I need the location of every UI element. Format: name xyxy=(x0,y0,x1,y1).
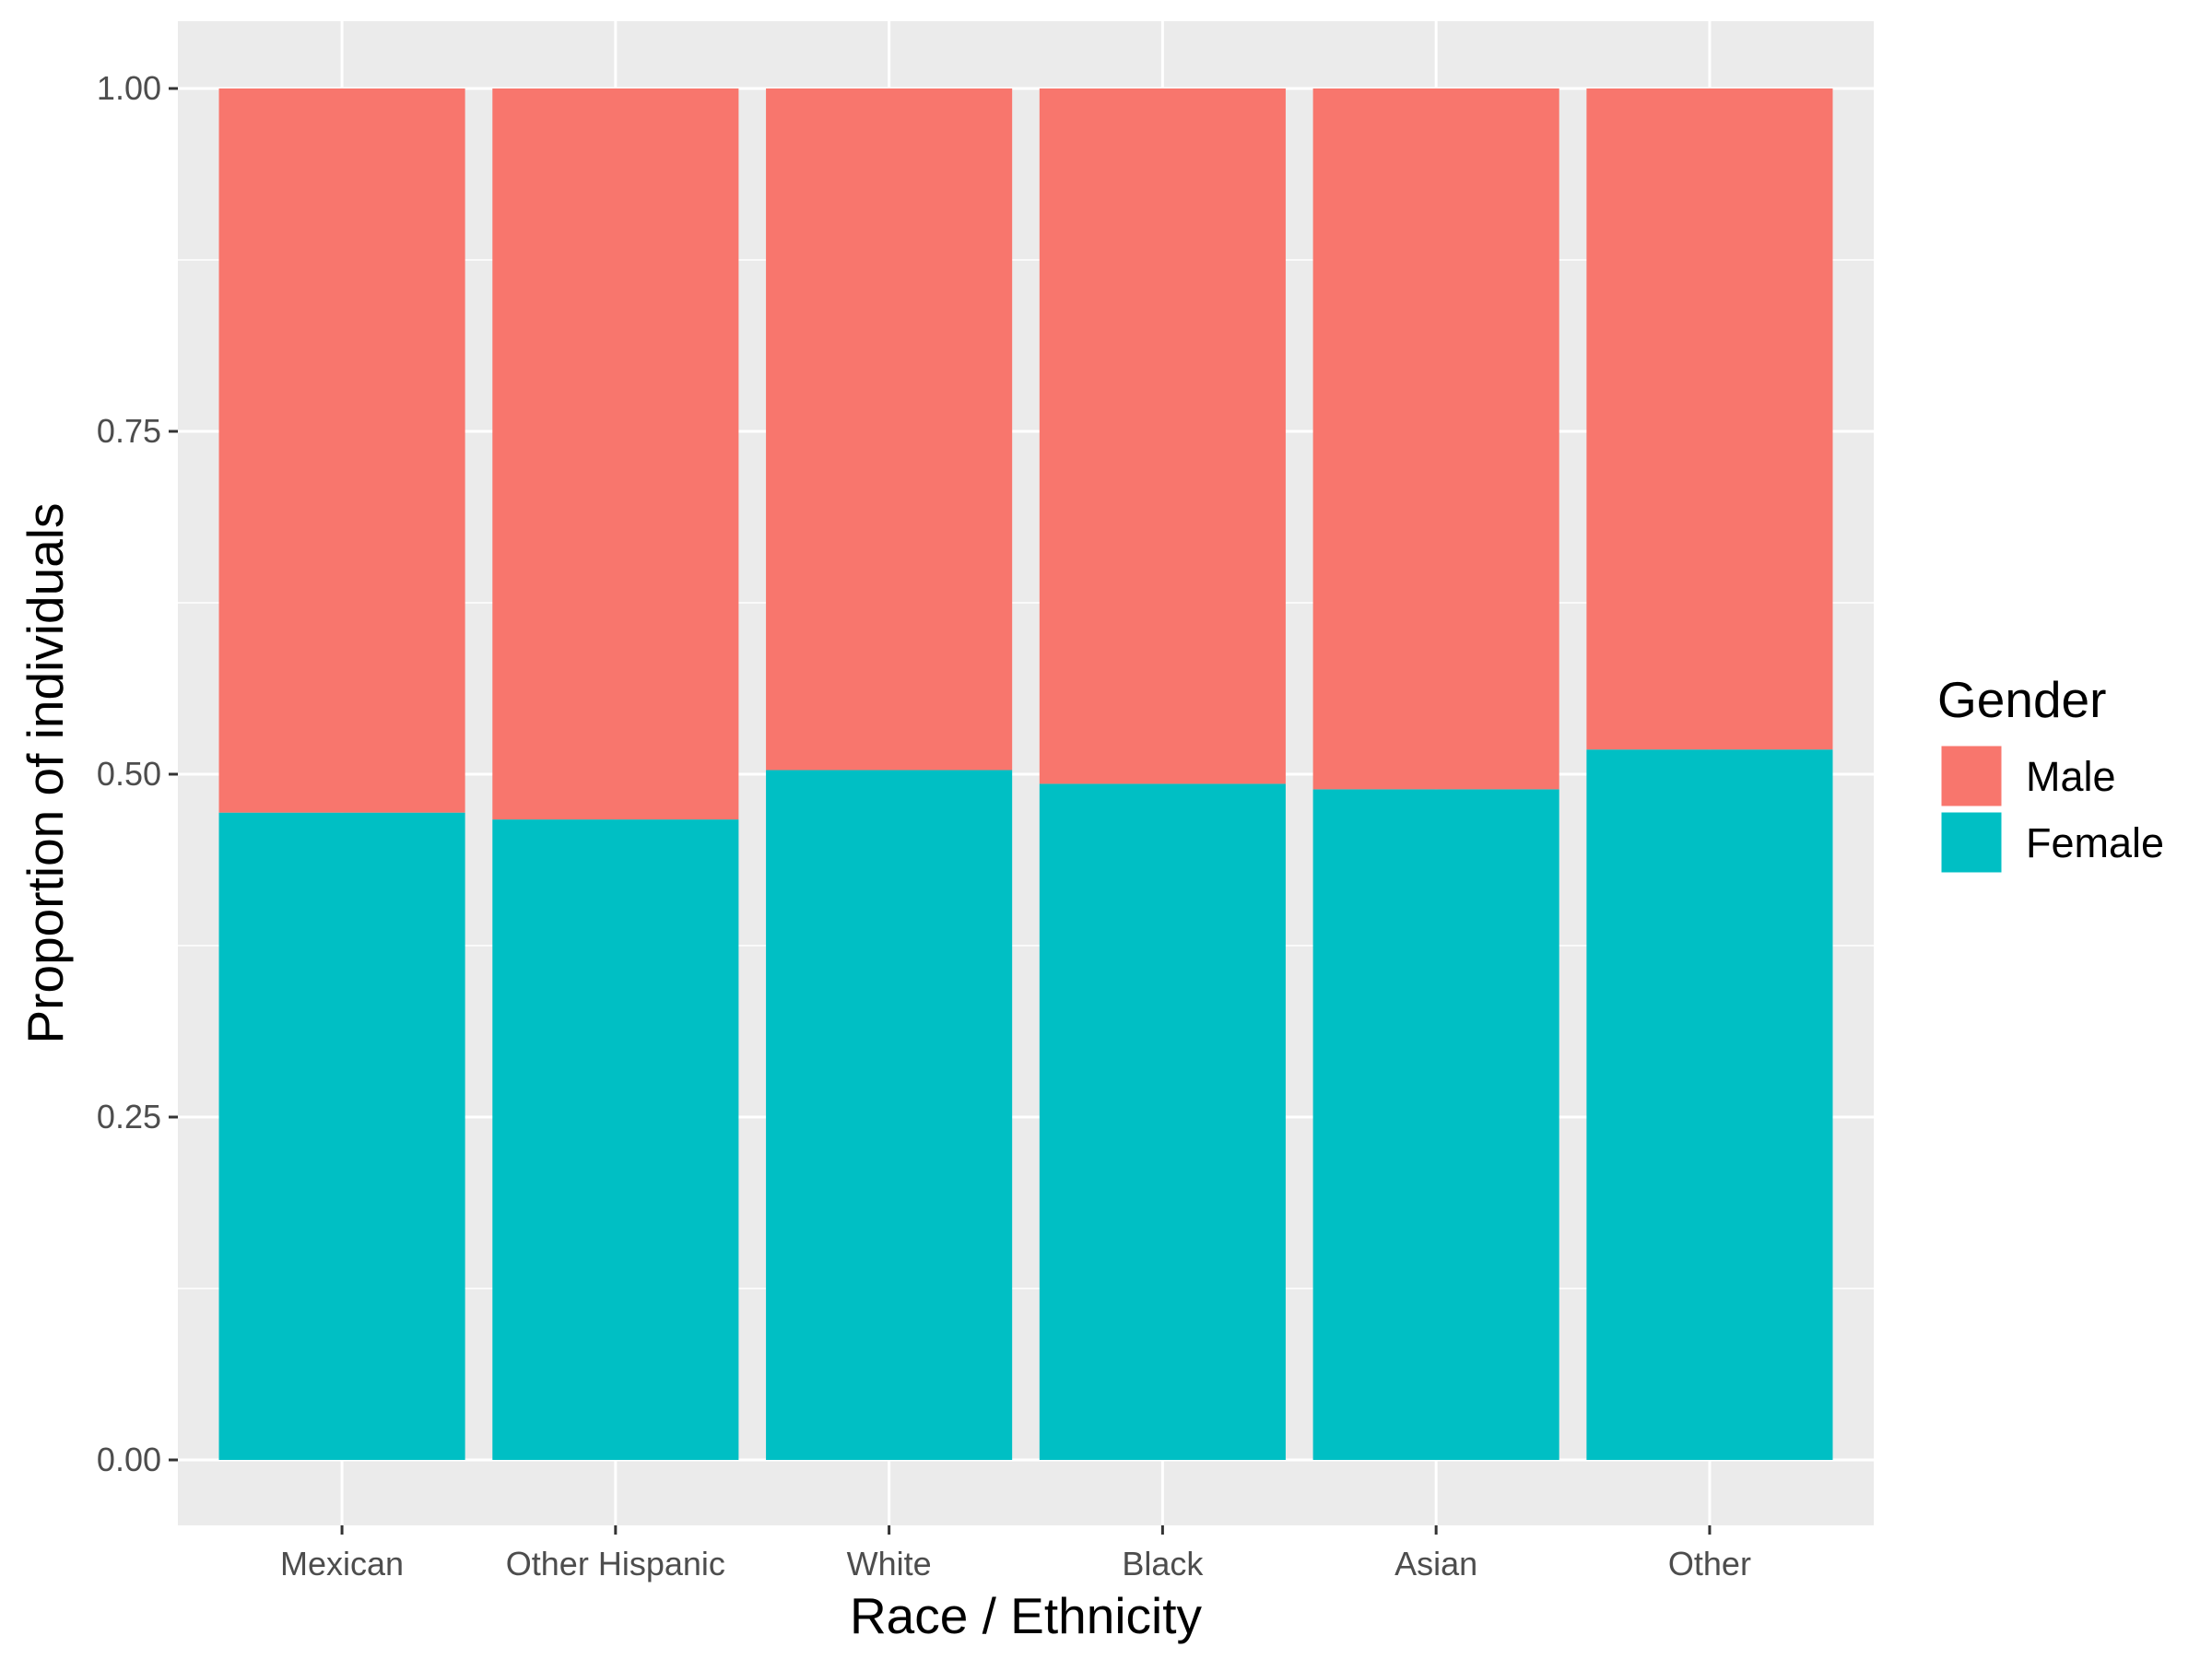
y-tick-label: 0.00 xyxy=(97,1441,161,1478)
x-tick-label: Mexican xyxy=(280,1545,404,1583)
bar-female xyxy=(492,819,739,1460)
x-axis-title: Race / Ethnicity xyxy=(850,1587,1203,1644)
x-tick-label: Asian xyxy=(1394,1545,1477,1583)
y-axis: 0.00 0.25 0.50 0.75 1.00 xyxy=(97,69,178,1478)
bar-male xyxy=(1586,88,1833,750)
x-tick-label: Black xyxy=(1122,1545,1204,1583)
bar-male xyxy=(1312,88,1559,790)
bar-female xyxy=(218,812,465,1460)
y-tick-label: 0.25 xyxy=(97,1098,161,1135)
legend: Gender Male Female xyxy=(1937,671,2164,876)
x-tick-label: Other Hispanic xyxy=(506,1545,725,1583)
bar-male xyxy=(492,88,739,820)
legend-label-male: Male xyxy=(2026,753,2116,800)
legend-title: Gender xyxy=(1937,671,2106,728)
y-tick-label: 1.00 xyxy=(97,69,161,107)
y-tick-label: 0.50 xyxy=(97,755,161,793)
x-tick-label: Other xyxy=(1668,1545,1751,1583)
bar-male xyxy=(1039,88,1286,784)
x-tick-label: White xyxy=(847,1545,932,1583)
legend-swatch-female xyxy=(1938,809,2005,876)
y-tick-label: 0.75 xyxy=(97,412,161,450)
bar-female xyxy=(1586,749,1833,1460)
bar-female xyxy=(766,770,1013,1460)
x-axis: Mexican Other Hispanic White Black Asian Othe… xyxy=(280,1525,1751,1583)
legend-swatch-male xyxy=(1938,743,2005,809)
y-axis-title: Proportion of individuals xyxy=(17,502,74,1043)
bar-male xyxy=(218,88,465,813)
legend-label-female: Female xyxy=(2026,819,2164,866)
bar-female xyxy=(1312,789,1559,1460)
bars xyxy=(218,88,1833,1460)
bar-female xyxy=(1039,783,1286,1460)
bar-male xyxy=(766,88,1013,771)
